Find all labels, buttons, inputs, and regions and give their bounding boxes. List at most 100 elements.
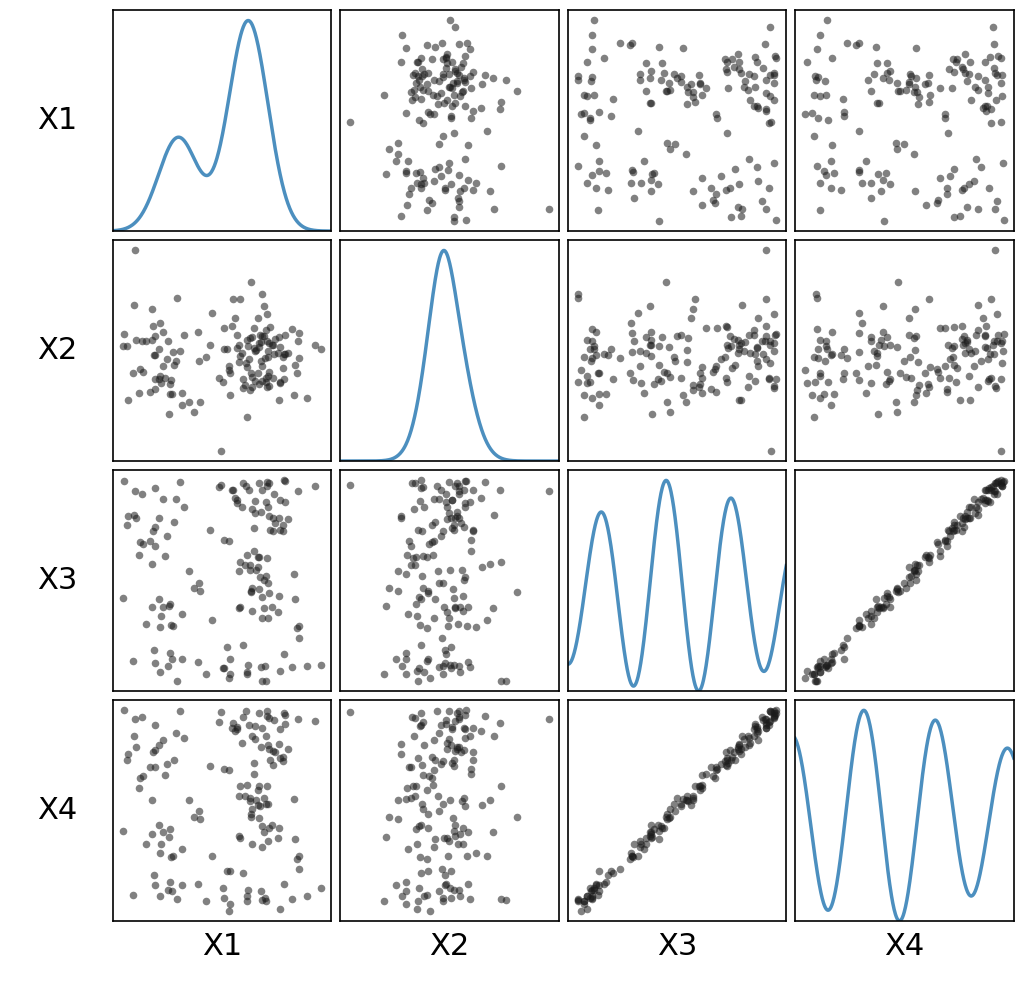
Point: [625, 164, 641, 180]
Point: [434, 753, 451, 769]
Point: [970, 508, 986, 524]
Point: [735, 732, 752, 748]
Point: [879, 329, 895, 345]
Point: [155, 490, 171, 507]
Point: [451, 882, 467, 898]
Point: [708, 358, 724, 374]
Point: [966, 358, 982, 374]
Point: [730, 738, 746, 754]
Point: [449, 742, 465, 758]
Point: [759, 85, 775, 101]
Point: [433, 85, 450, 101]
Point: [759, 350, 775, 366]
Point: [762, 355, 778, 371]
Point: [462, 659, 478, 675]
Point: [449, 65, 465, 81]
Point: [986, 345, 1002, 361]
Point: [442, 639, 459, 655]
Point: [151, 371, 167, 387]
Point: [376, 894, 392, 910]
Point: [962, 66, 978, 82]
Point: [426, 732, 442, 748]
Point: [168, 353, 184, 369]
Point: [929, 360, 945, 376]
Point: [876, 338, 892, 354]
Point: [624, 848, 640, 864]
Point: [588, 877, 604, 893]
Point: [254, 589, 270, 605]
Point: [857, 385, 873, 401]
Point: [254, 819, 270, 835]
Point: [419, 782, 435, 798]
Point: [239, 358, 255, 374]
Point: [216, 661, 232, 677]
Point: [684, 84, 700, 100]
Point: [145, 523, 162, 539]
Point: [465, 102, 481, 118]
Point: [638, 836, 654, 852]
Point: [732, 742, 749, 758]
Point: [954, 515, 971, 531]
Point: [416, 499, 432, 516]
Point: [962, 510, 978, 526]
Point: [980, 371, 996, 387]
Point: [730, 176, 746, 192]
Point: [729, 741, 745, 757]
Point: [436, 830, 453, 846]
Point: [898, 82, 914, 98]
Point: [151, 817, 167, 833]
Point: [228, 327, 245, 343]
Point: [242, 557, 258, 573]
Point: [939, 185, 955, 201]
Point: [455, 836, 471, 852]
Point: [164, 652, 180, 668]
Point: [426, 490, 442, 507]
Point: [259, 379, 275, 395]
Point: [509, 83, 525, 99]
Point: [211, 479, 227, 495]
Point: [465, 720, 481, 736]
Point: [267, 331, 284, 347]
Point: [902, 66, 919, 82]
Point: [458, 472, 474, 488]
Point: [380, 141, 396, 157]
Point: [653, 55, 670, 71]
Point: [434, 658, 451, 674]
Point: [591, 396, 607, 412]
Point: [848, 365, 864, 381]
Point: [626, 190, 642, 206]
Point: [667, 66, 683, 82]
Point: [443, 755, 460, 771]
Point: [994, 343, 1011, 359]
Point: [223, 720, 240, 736]
Point: [751, 100, 767, 116]
Point: [582, 880, 598, 896]
Point: [180, 793, 197, 809]
Point: [958, 511, 975, 527]
Point: [141, 383, 158, 399]
Point: [415, 715, 431, 731]
Point: [717, 349, 733, 365]
Point: [970, 201, 986, 217]
Point: [932, 80, 948, 96]
Point: [228, 339, 245, 355]
Point: [988, 332, 1005, 348]
Point: [761, 115, 777, 131]
Point: [879, 65, 895, 81]
Point: [746, 49, 763, 65]
Point: [239, 547, 255, 563]
Point: [473, 559, 489, 575]
Point: [980, 180, 996, 196]
Point: [591, 863, 607, 879]
Point: [416, 801, 432, 817]
Point: [407, 474, 423, 490]
Point: [871, 600, 888, 616]
Point: [426, 752, 442, 768]
Point: [253, 334, 269, 350]
Point: [642, 298, 658, 314]
Point: [989, 474, 1006, 490]
Point: [115, 823, 131, 839]
Point: [456, 180, 472, 196]
Point: [175, 327, 191, 343]
Point: [239, 355, 255, 371]
